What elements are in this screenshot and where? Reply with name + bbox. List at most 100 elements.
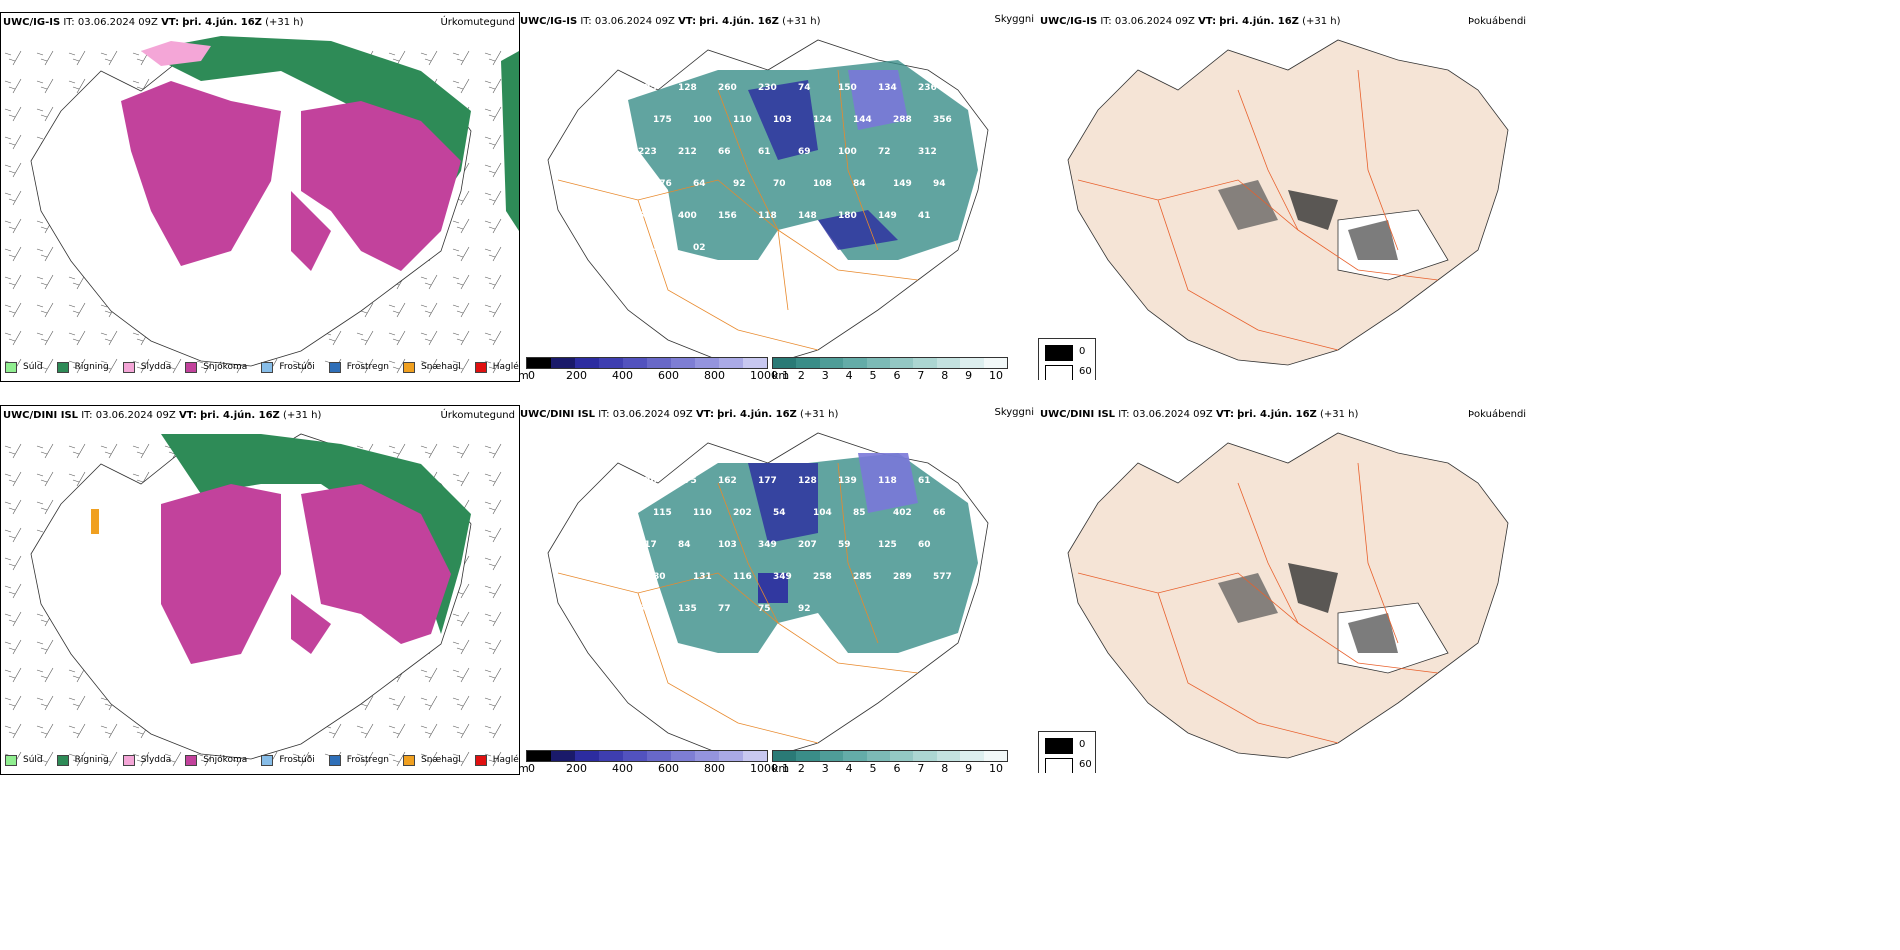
wind-barb xyxy=(68,274,86,290)
legend-label: Snjókoma xyxy=(203,362,248,372)
fog-panel-top: UWC/IG-IS IT: 03.06.2024 09Z VT: þri. 4.… xyxy=(1038,12,1900,380)
wind-barb xyxy=(100,358,118,374)
visibility-value-label: 128 xyxy=(798,476,817,486)
precip-type-panel-top: UWC/IG-IS IT: 03.06.2024 09Z VT: þri. 4.… xyxy=(0,12,520,382)
wind-barb xyxy=(68,302,86,318)
wind-barb xyxy=(484,667,502,683)
legend-label: Frostúði xyxy=(279,755,315,765)
visibility-value-label: 162 xyxy=(718,476,737,486)
visibility-value-label: 84 xyxy=(853,179,866,189)
visibility-value-label: 402 xyxy=(893,508,912,518)
wind-barb xyxy=(68,695,86,711)
visibility-value-label: 236 xyxy=(918,83,937,93)
wind-barb xyxy=(4,162,22,178)
visibility-value-label: 149 xyxy=(878,211,897,221)
visibility-scale-m: m 0 200 400 600 800 1000 xyxy=(518,357,778,380)
visibility-value-label: 69 xyxy=(638,604,651,614)
wind-barb xyxy=(484,190,502,206)
wind-barb xyxy=(452,274,470,290)
legend-item: Snæhagl xyxy=(403,361,461,373)
wind-barb xyxy=(484,78,502,94)
scale-tick: 1000 xyxy=(750,762,778,773)
wind-barb xyxy=(484,50,502,66)
iceland-outline xyxy=(1067,39,1509,366)
legend-swatch xyxy=(122,754,135,766)
wind-barb xyxy=(452,246,470,262)
wind-barb xyxy=(484,527,502,543)
snow-area-1 xyxy=(161,484,281,664)
legend-swatch xyxy=(185,361,198,373)
visibility-value-label: 59 xyxy=(838,540,851,550)
sleet-area xyxy=(141,41,211,66)
legend-label: Rigning xyxy=(74,362,109,372)
wind-barb xyxy=(36,639,54,655)
visibility-value-label: 108 xyxy=(813,179,832,189)
panel-header: UWC/IG-IS IT: 03.06.2024 09Z VT: þri. 4.… xyxy=(3,17,304,28)
wind-barb xyxy=(4,611,22,627)
wind-barb xyxy=(484,611,502,627)
wind-barb xyxy=(420,723,438,739)
visibility-panel-bottom: UWC/DINI ISL IT: 03.06.2024 09Z VT: þri.… xyxy=(518,405,1038,773)
panel-header: UWC/DINI ISL IT: 03.06.2024 09Z VT: þri.… xyxy=(520,409,839,420)
rain-area xyxy=(161,434,471,634)
wind-barb xyxy=(452,50,470,66)
wind-barb xyxy=(4,499,22,515)
visibility-value-label: 72 xyxy=(878,147,891,157)
visibility-value-label: 149 xyxy=(893,179,912,189)
fog-map xyxy=(1067,39,1509,366)
visibility-value-label: 85 xyxy=(853,508,866,518)
wind-barb xyxy=(452,471,470,487)
visibility-value-label: 92 xyxy=(798,604,811,614)
precip-legend: Súld Rigning Slydda Snjókoma Frostúði Frostre… xyxy=(5,359,519,375)
wind-barb xyxy=(4,639,22,655)
legend-item: Snjókoma xyxy=(185,361,248,373)
scale-tick: 200 xyxy=(566,369,587,380)
scale-tick: 800 xyxy=(704,369,725,380)
visibility-value-label: 115 xyxy=(653,508,672,518)
scale-tick: 4 xyxy=(845,369,853,380)
wind-barb xyxy=(4,330,22,346)
visibility-value-label: 131 xyxy=(693,572,712,582)
visibility-value-label: 356 xyxy=(933,115,952,125)
wind-barb xyxy=(452,639,470,655)
scale-tick: 10 xyxy=(989,369,1003,380)
wind-barb xyxy=(164,358,182,374)
wind-barb xyxy=(68,358,86,374)
wind-barb xyxy=(356,358,374,374)
scale-tick: 1000 xyxy=(750,369,778,380)
wind-barb xyxy=(452,330,470,346)
fog-legend: 0 60 xyxy=(1038,731,1096,773)
visibility-value-label: 110 xyxy=(693,508,712,518)
wind-barb xyxy=(36,274,54,290)
wind-barb xyxy=(4,218,22,234)
legend-item: Frostregn xyxy=(328,754,389,766)
precip-type-panel-bottom: UWC/DINI ISL IT: 03.06.2024 09Z VT: þri.… xyxy=(0,405,520,775)
iceland-outline xyxy=(1067,432,1509,759)
visibility-value-label: 176 xyxy=(653,179,672,189)
legend-swatch xyxy=(474,361,487,373)
wind-barb xyxy=(4,134,22,150)
visibility-value-label: 349 xyxy=(773,572,792,582)
visibility-value-label: 230 xyxy=(758,83,777,93)
visibility-value-label: 54 xyxy=(638,211,651,221)
visibility-value-label: 400 xyxy=(678,211,697,221)
visibility-value-label: 180 xyxy=(838,211,857,221)
visibility-value-label: 70 xyxy=(773,179,786,189)
visibility-value-label: 139 xyxy=(838,476,857,486)
visibility-value-label: 125 xyxy=(638,83,657,93)
scale-tick: 600 xyxy=(658,369,679,380)
wind-barb xyxy=(4,471,22,487)
wind-barb xyxy=(36,471,54,487)
fog-legend: 0 60 xyxy=(1038,338,1096,380)
wind-barb xyxy=(388,50,406,66)
scale-tick: 200 xyxy=(566,762,587,773)
scale-tick: 8 xyxy=(941,369,949,380)
scale-tick: 7 xyxy=(917,369,925,380)
wind-barb xyxy=(4,695,22,711)
wind-barb xyxy=(4,246,22,262)
wind-barb xyxy=(36,443,54,459)
scale-tick: 800 xyxy=(704,762,725,773)
wind-barb xyxy=(36,723,54,739)
legend-item: Snjókoma xyxy=(185,754,247,766)
scale-unit: m xyxy=(518,762,529,773)
